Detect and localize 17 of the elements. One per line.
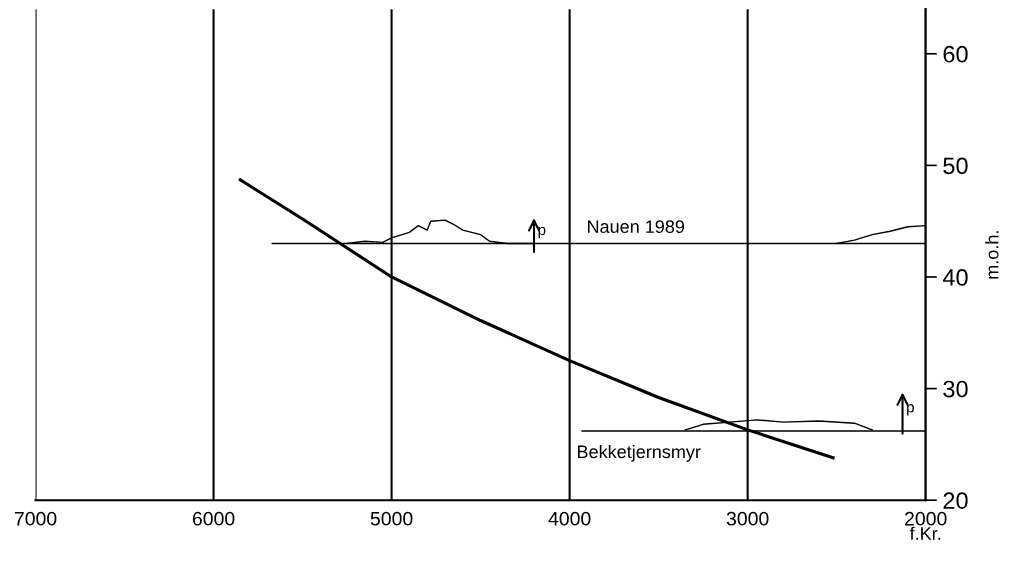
series-label: Nauen 1989	[588, 220, 685, 233]
y-tick-label: 60	[943, 45, 968, 63]
x-tick-label: 5000	[370, 511, 413, 526]
y-tick-label: 50	[943, 157, 968, 175]
y-tick-label: 20	[943, 492, 968, 509]
y-tick-label: 40	[942, 269, 968, 286]
x-axis-title: f.Kr.	[909, 526, 941, 540]
x-tick-label: 4000	[548, 511, 591, 526]
x-tick-label: 3000	[726, 511, 769, 526]
annotation: p	[907, 404, 914, 416]
annotation: p	[538, 226, 546, 239]
y-tick-label: 30	[943, 380, 968, 398]
x-tick-label: 6000	[192, 511, 235, 526]
series-label: Bekketjernsmyr	[578, 444, 701, 462]
x-tick-label: 7000	[14, 511, 57, 526]
x-tick-label: 2000	[905, 511, 947, 526]
y-axis-title: m.o.h.	[985, 231, 999, 279]
